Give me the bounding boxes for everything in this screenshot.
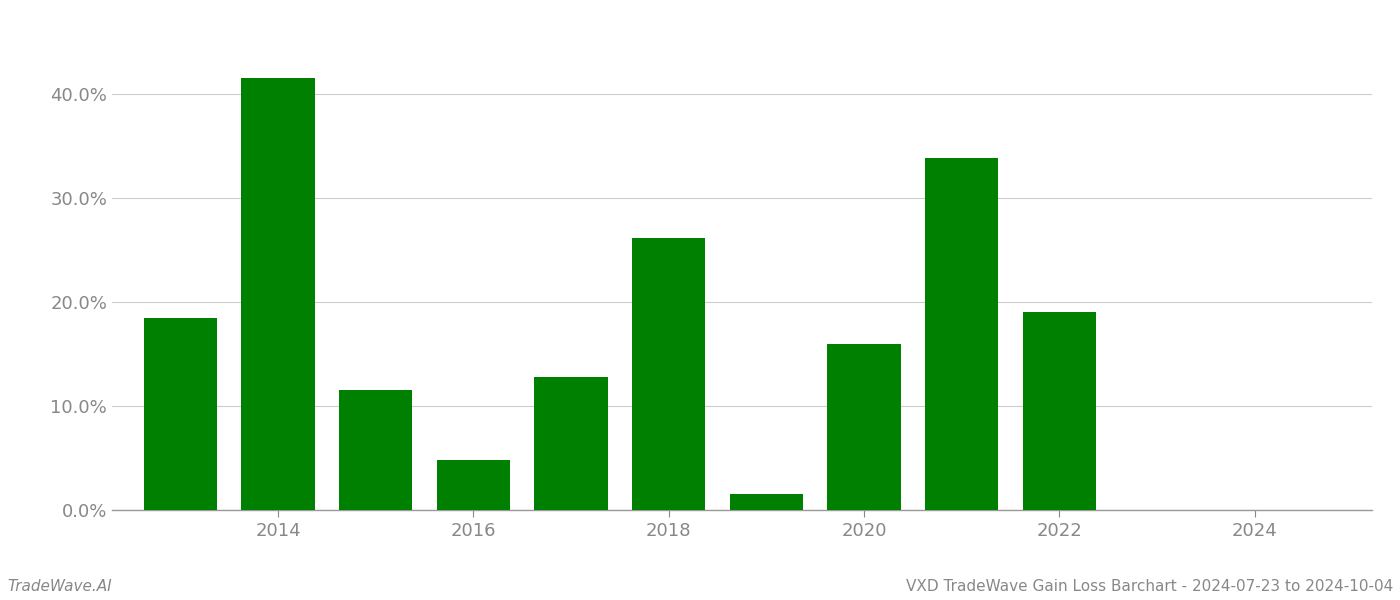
Bar [535, 377, 608, 510]
Bar [633, 238, 706, 510]
Bar [827, 344, 900, 510]
Bar [339, 391, 413, 510]
Bar [437, 460, 510, 510]
Text: TradeWave.AI: TradeWave.AI [7, 579, 112, 594]
Bar [729, 494, 804, 510]
Bar [241, 79, 315, 510]
Text: VXD TradeWave Gain Loss Barchart - 2024-07-23 to 2024-10-04: VXD TradeWave Gain Loss Barchart - 2024-… [906, 579, 1393, 594]
Bar [1023, 313, 1096, 510]
Bar [925, 158, 998, 510]
Bar [144, 317, 217, 510]
